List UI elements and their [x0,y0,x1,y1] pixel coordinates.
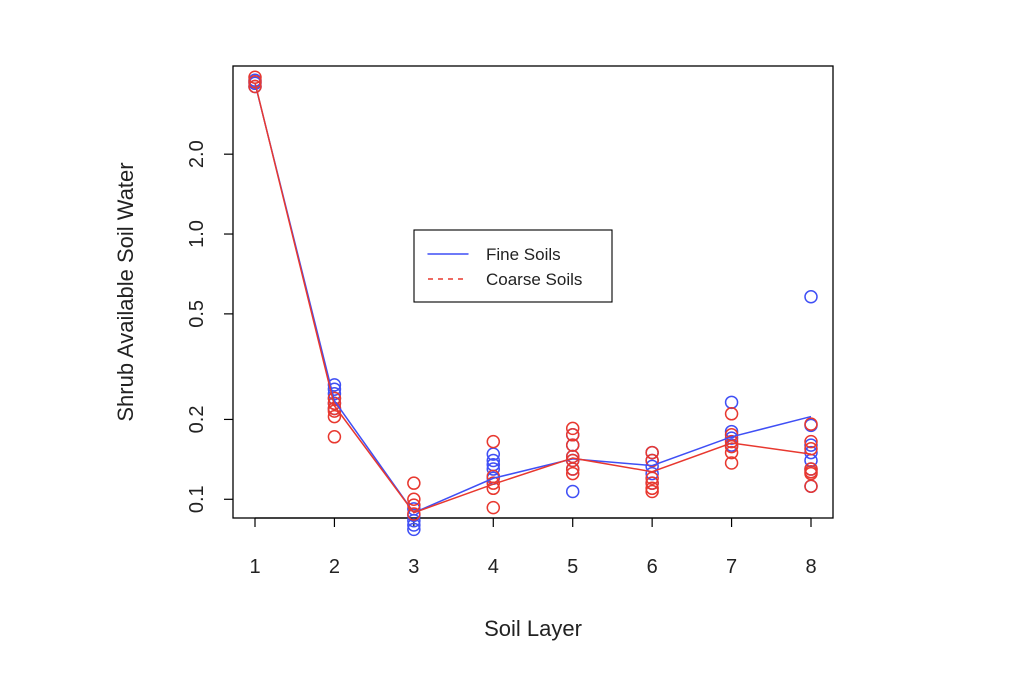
line-coarse [254,82,812,514]
point-coarse [724,434,739,449]
x-tick-label: 8 [805,556,816,578]
point-coarse [327,396,342,411]
y-tick-label: 2.0 [186,140,208,168]
y-tick-label: 0.2 [186,406,208,434]
point-fine [327,378,342,392]
x-tick-label: 6 [647,556,658,578]
y-axis: 0.1 0.2 0.5 1.0 2.0 [186,140,233,513]
point-coarse [327,430,342,444]
x-tick-label: 7 [726,556,737,578]
point-coarse [486,481,501,496]
y-tick-label: 0.5 [186,300,208,328]
point-coarse [486,500,501,515]
x-tick-label: 4 [488,556,499,578]
point-coarse [486,434,501,449]
point-coarse [407,476,421,490]
legend: Fine Soils Coarse Soils [413,229,613,303]
legend-label-fine: Fine Soils [486,245,561,264]
point-coarse [804,479,818,493]
point-coarse [645,481,659,496]
point-coarse [724,456,739,470]
point-fine [565,484,580,499]
x-axis: 1 2 3 4 5 6 7 8 [249,517,817,578]
point-fine [645,466,659,481]
series-layer [248,70,818,537]
x-tick-label: 3 [408,556,419,578]
x-tick-label: 2 [329,556,340,578]
point-fine [804,290,818,304]
point-coarse [486,476,501,490]
point-fine [486,462,501,476]
point-coarse [407,507,421,521]
point-coarse [804,417,818,431]
point-fine [724,431,739,445]
x-axis-title: Soil Layer [484,616,582,641]
point-coarse [565,421,580,436]
point-coarse [724,407,739,421]
point-coarse [407,492,421,507]
point-coarse [804,434,818,449]
legend-box [413,229,613,303]
x-tick-label: 5 [567,556,578,578]
point-fine [804,438,818,452]
point-coarse [565,428,580,442]
point-fine [407,522,421,537]
point-coarse [565,466,580,481]
point-coarse [248,75,262,89]
point-fine [407,502,421,516]
point-fine [327,382,342,396]
point-coarse [327,409,342,424]
point-fine [724,395,739,410]
point-coarse [724,439,739,454]
y-tick-label: 1.0 [186,220,208,248]
y-tick-label: 0.1 [186,485,208,513]
point-coarse [804,442,818,456]
point-coarse [645,476,659,490]
y-axis-title: Shrub Available Soil Water [113,162,138,421]
x-tick-label: 1 [249,556,260,578]
point-coarse [645,445,659,460]
point-coarse [724,445,739,460]
point-coarse [565,462,580,476]
line-fine [254,83,812,514]
point-coarse [248,79,262,94]
point-coarse [645,484,659,499]
legend-label-coarse: Coarse Soils [486,270,582,289]
point-fine [486,453,501,468]
point-coarse [645,453,659,468]
point-fine [407,518,421,532]
